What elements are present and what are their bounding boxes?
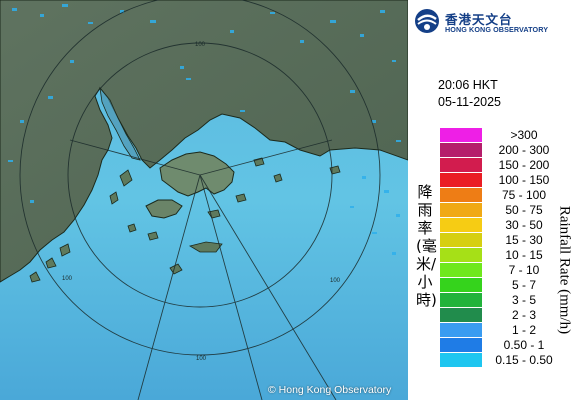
legend-row: 150 - 200 <box>440 158 570 173</box>
legend-row: 30 - 50 <box>440 218 570 233</box>
legend-swatch <box>440 248 482 262</box>
legend-swatch <box>440 323 482 337</box>
radar-time: 20:06 HKT <box>438 78 498 92</box>
legend-row: 50 - 75 <box>440 203 570 218</box>
river-delta <box>99 86 141 161</box>
legend-swatch <box>440 143 482 157</box>
radar-echoes <box>8 4 401 255</box>
copyright-notice: © Hong Kong Observatory <box>268 384 392 396</box>
legend-swatch <box>440 338 482 352</box>
legend-label: 200 - 300 <box>498 143 550 157</box>
legend-label: 5 - 7 <box>511 278 536 292</box>
legend-swatch <box>440 278 482 292</box>
legend-swatch <box>440 188 482 202</box>
mainland-land <box>0 0 408 283</box>
legend-row: 1 - 2 <box>440 323 570 338</box>
legend-row: 200 - 300 <box>440 143 570 158</box>
outlying-islands <box>29 157 341 283</box>
lantau-island <box>145 199 183 219</box>
hko-emblem-icon <box>415 9 439 33</box>
legend-row: 100 - 150 <box>440 173 570 188</box>
legend-label: 15 - 30 <box>505 233 543 247</box>
legend-row: 0.15 - 0.50 <box>440 353 570 368</box>
legend-swatch <box>440 353 482 367</box>
legend-title-en: Rainfall Rate (mm/h) <box>556 205 573 335</box>
legend-row: 10 - 15 <box>440 248 570 263</box>
legend-swatch <box>440 233 482 247</box>
legend-label: 0.50 - 1 <box>503 338 545 352</box>
legend-swatch <box>440 293 482 307</box>
legend-row: 2 - 3 <box>440 308 570 323</box>
radar-range-rings <box>19 0 381 400</box>
legend-row: 75 - 100 <box>440 188 570 203</box>
legend-label: >300 <box>510 128 538 142</box>
org-name-en: HONG KONG OBSERVATORY <box>445 25 549 34</box>
legend-label: 7 - 10 <box>508 263 540 277</box>
legend-label: 2 - 3 <box>511 308 536 322</box>
legend-swatch <box>440 128 482 142</box>
legend-row: 15 - 30 <box>440 233 570 248</box>
legend-title-zh: 降雨率(毫米/小時) <box>416 183 437 309</box>
legend-label: 75 - 100 <box>501 188 547 202</box>
radar-date: 05-11-2025 <box>438 95 502 109</box>
legend-row: 0.50 - 1 <box>440 338 570 353</box>
legend-row: 5 - 7 <box>440 278 570 293</box>
legend-label: 3 - 5 <box>511 293 536 307</box>
legend-label: 30 - 50 <box>505 218 543 232</box>
legend-label: 1 - 2 <box>511 323 536 337</box>
legend-label: 100 - 150 <box>498 173 550 187</box>
legend-swatch <box>440 158 482 172</box>
legend-row: 7 - 10 <box>440 263 570 278</box>
legend-swatch <box>440 263 482 277</box>
range-label-west: 100 <box>62 276 73 282</box>
legend-label: 10 - 15 <box>505 248 543 262</box>
range-label-east: 100 <box>330 278 341 284</box>
radar-map: 100 100 100 100 © Hong Kong Observatory <box>0 0 408 400</box>
legend-label: 0.15 - 0.50 <box>495 353 553 367</box>
legend-swatch <box>440 173 482 187</box>
legend-label: 50 - 75 <box>505 203 543 217</box>
legend-row: >300 <box>440 128 570 143</box>
range-labels: 100 100 100 100 <box>62 42 341 362</box>
legend-swatch <box>440 218 482 232</box>
legend-title-en-wrapper: Rainfall Rate (mm/h) <box>554 195 574 345</box>
legend-label: 150 - 200 <box>498 158 550 172</box>
legend-row: 3 - 5 <box>440 293 570 308</box>
legend-panel: 香港天文台 HONG KONG OBSERVATORY 20:06 HKT 05… <box>408 0 577 400</box>
range-label-north: 100 <box>195 42 206 48</box>
hko-logo: 香港天文台 HONG KONG OBSERVATORY <box>414 6 574 36</box>
legend-swatch <box>440 308 482 322</box>
range-label-south: 100 <box>196 356 207 362</box>
legend-swatch <box>440 203 482 217</box>
org-name-zh: 香港天文台 <box>445 12 513 27</box>
